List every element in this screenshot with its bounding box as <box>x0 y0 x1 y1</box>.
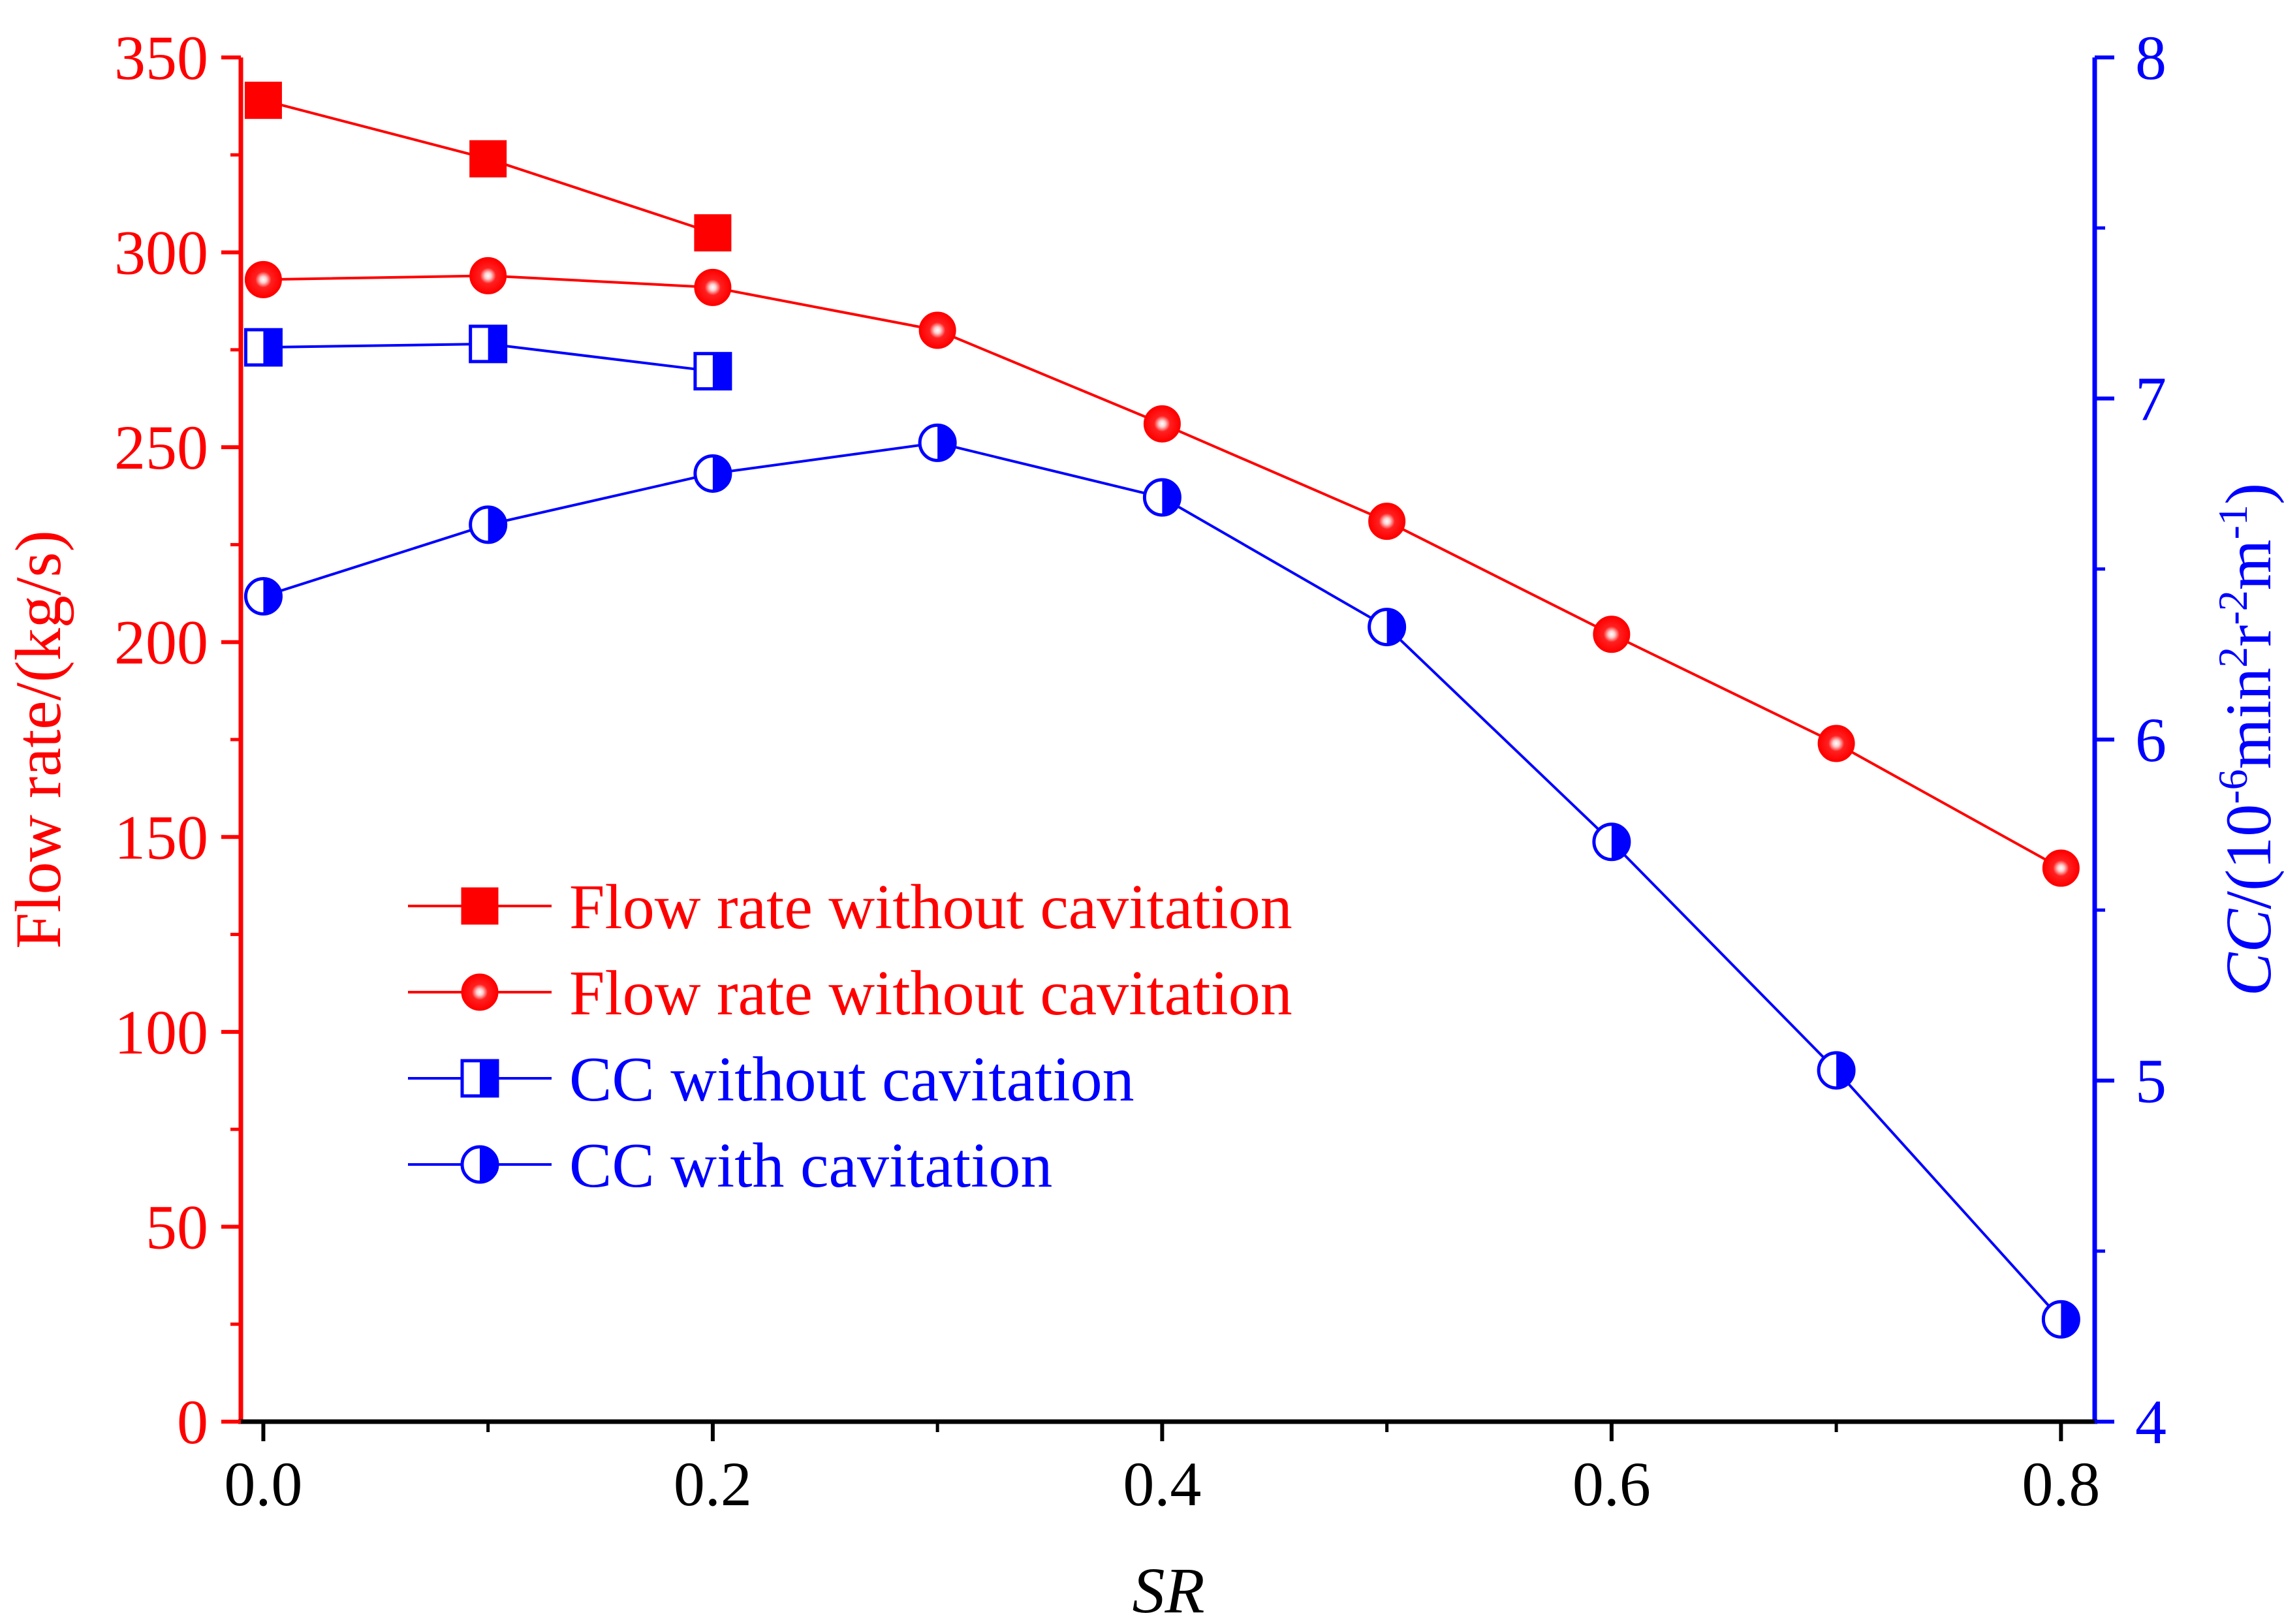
left-tick-label: 100 <box>114 997 208 1067</box>
marker-sphere <box>1817 725 1855 762</box>
legend-item: Flow rate without cavitation <box>408 872 1292 943</box>
marker-circle-fill <box>1836 1052 1854 1088</box>
data-point <box>1368 608 1407 647</box>
data-point <box>469 140 507 178</box>
right-tick-label: 5 <box>2135 1046 2167 1116</box>
marker-square-fill <box>480 1061 497 1096</box>
series-line <box>263 274 2062 869</box>
data-point <box>244 82 282 119</box>
left-axis-ticks: 0 50 100 150 200 250 300 350 <box>114 23 241 1457</box>
data-point <box>469 257 507 294</box>
legend-marker <box>461 973 499 1011</box>
marker-sphere <box>694 268 732 306</box>
data-point <box>1368 503 1406 540</box>
legend-label: Flow rate without cavitation <box>569 872 1292 943</box>
data-point <box>243 328 283 367</box>
x-axis-ticks: 0.0 0.2 0.4 0.6 0.8 <box>224 1422 2100 1519</box>
legend-label: CC without cavitation <box>569 1044 1134 1115</box>
series-markers <box>243 82 2080 1339</box>
marker-circle-fill <box>712 456 730 492</box>
marker-square <box>469 140 507 178</box>
data-point <box>693 454 732 493</box>
marker-sphere <box>1593 616 1631 653</box>
x-tick-label: 0.8 <box>2022 1449 2100 1519</box>
marker-sphere <box>1368 503 1406 540</box>
data-point <box>1817 1051 1856 1090</box>
left-axis-title: Flow rate/(kg/s) <box>2 530 74 949</box>
data-point <box>693 352 732 391</box>
legend: Flow rate without cavitation Flow rate wi… <box>408 872 1292 1201</box>
data-point <box>1143 405 1181 443</box>
x-axis-title: SR <box>1132 1554 1204 1624</box>
marker-circle-fill <box>1386 609 1405 645</box>
marker-square-fill <box>712 353 730 389</box>
data-point <box>244 260 282 298</box>
marker-circle-fill <box>1162 480 1180 516</box>
left-tick-label: 50 <box>146 1192 208 1262</box>
data-point <box>243 577 283 616</box>
legend-marker <box>461 887 499 925</box>
data-point <box>694 268 732 306</box>
right-tick-label: 4 <box>2135 1387 2167 1457</box>
data-point <box>1592 822 1631 862</box>
marker-square <box>461 887 499 925</box>
left-tick-label: 350 <box>114 23 208 93</box>
legend-item: CC with cavitation <box>408 1131 1052 1201</box>
x-tick-label: 0.2 <box>674 1449 752 1519</box>
right-tick-label: 8 <box>2135 23 2167 93</box>
data-point <box>918 423 957 462</box>
left-tick-label: 250 <box>114 413 208 482</box>
marker-sphere <box>918 311 956 349</box>
left-tick-label: 300 <box>114 218 208 288</box>
marker-circle-fill <box>263 578 281 614</box>
data-point <box>469 324 508 364</box>
marker-circle-fill <box>488 507 506 542</box>
marker-square-fill <box>488 326 506 362</box>
series-lines <box>262 99 2062 1320</box>
data-point <box>694 214 732 252</box>
marker-sphere <box>461 973 499 1011</box>
right-tick-label: 7 <box>2135 364 2167 434</box>
left-tick-label: 150 <box>114 802 208 872</box>
marker-sphere <box>2042 849 2080 887</box>
legend-label: CC with cavitation <box>569 1131 1052 1201</box>
right-axis-ticks: 4 5 6 7 8 <box>2095 23 2167 1457</box>
left-tick-label: 0 <box>177 1387 208 1457</box>
marker-square <box>694 214 732 252</box>
legend-label: Flow rate without cavitation <box>569 958 1292 1029</box>
marker-sphere <box>244 260 282 298</box>
data-point <box>469 505 508 544</box>
right-tick-label: 6 <box>2135 705 2167 775</box>
data-point <box>1817 725 1855 762</box>
legend-marker <box>460 1145 499 1184</box>
marker-circle-fill <box>480 1147 497 1182</box>
data-point <box>1593 616 1631 653</box>
marker-square-fill <box>263 330 281 366</box>
legend-item: CC without cavitation <box>408 1044 1134 1115</box>
data-point <box>2042 849 2080 887</box>
marker-circle-fill <box>937 425 956 461</box>
data-point <box>2041 1300 2080 1339</box>
left-tick-label: 200 <box>114 608 208 678</box>
data-point <box>1142 478 1181 517</box>
legend-marker <box>460 1059 499 1098</box>
x-tick-label: 0.4 <box>1123 1449 1201 1519</box>
x-tick-label: 0.0 <box>224 1449 302 1519</box>
marker-sphere <box>469 257 507 294</box>
legend-item: Flow rate without cavitation <box>408 958 1292 1029</box>
marker-sphere <box>1143 405 1181 443</box>
data-point <box>918 311 956 349</box>
marker-circle-fill <box>1611 824 1629 860</box>
x-tick-label: 0.6 <box>1572 1449 1651 1519</box>
marker-circle-fill <box>2061 1302 2079 1337</box>
marker-square <box>244 82 282 119</box>
right-axis-title: CC/(10-6min2r-2m-1) <box>2210 483 2284 996</box>
